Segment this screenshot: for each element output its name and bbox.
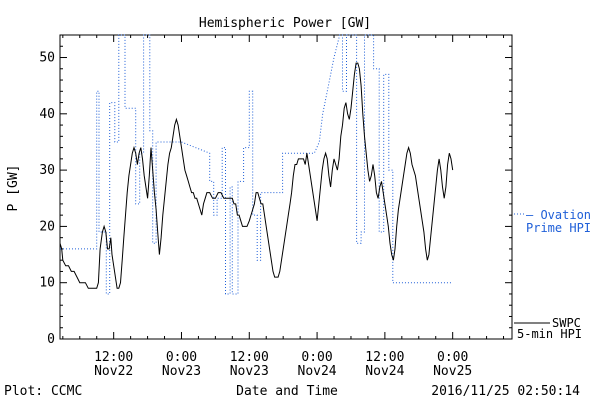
x-tick-time-label: 12:00 (94, 350, 133, 365)
x-tick-date-label: Nov22 (94, 364, 133, 379)
chart-title: Hemispheric Power [GW] (199, 16, 371, 31)
x-axis-label: Date and Time (236, 384, 338, 399)
legend-swpc-line2: 5-min HPI (517, 327, 582, 341)
x-tick-time-label: 0:00 (301, 350, 332, 365)
x-tick-date-label: Nov24 (298, 364, 337, 379)
y-tick-label: 40 (39, 107, 55, 122)
x-tick-date-label: Nov23 (162, 364, 201, 379)
x-tick-time-label: 12:00 (230, 350, 269, 365)
y-tick-label: 20 (39, 219, 55, 234)
y-tick-label: 50 (39, 51, 55, 66)
legend-ovation-line2: Prime HPI (526, 221, 591, 235)
axis-ticks: 0102030405012:00Nov220:00Nov2312:00Nov23… (39, 34, 512, 379)
y-tick-label: 0 (47, 332, 55, 347)
x-tick-time-label: 0:00 (166, 350, 197, 365)
x-tick-date-label: Nov24 (365, 364, 404, 379)
legend-swpc-line1: SWPC (552, 316, 581, 330)
plot-frame (59, 34, 513, 340)
x-tick-time-label: 0:00 (437, 350, 468, 365)
plot-timestamp: 2016/11/25 02:50:14 (431, 384, 580, 399)
y-axis-label: P [GW] (6, 165, 21, 212)
x-tick-time-label: 12:00 (365, 350, 404, 365)
x-tick-date-label: Nov23 (230, 364, 269, 379)
y-tick-label: 30 (39, 163, 55, 178)
chart-series (59, 34, 454, 295)
plot-credit: Plot: CCMC (4, 384, 82, 399)
x-tick-date-label: Nov25 (433, 364, 472, 379)
legend-ovation-line1: — Ovation (526, 208, 591, 222)
series-line-swpc (59, 62, 454, 289)
y-tick-label: 10 (39, 276, 55, 291)
